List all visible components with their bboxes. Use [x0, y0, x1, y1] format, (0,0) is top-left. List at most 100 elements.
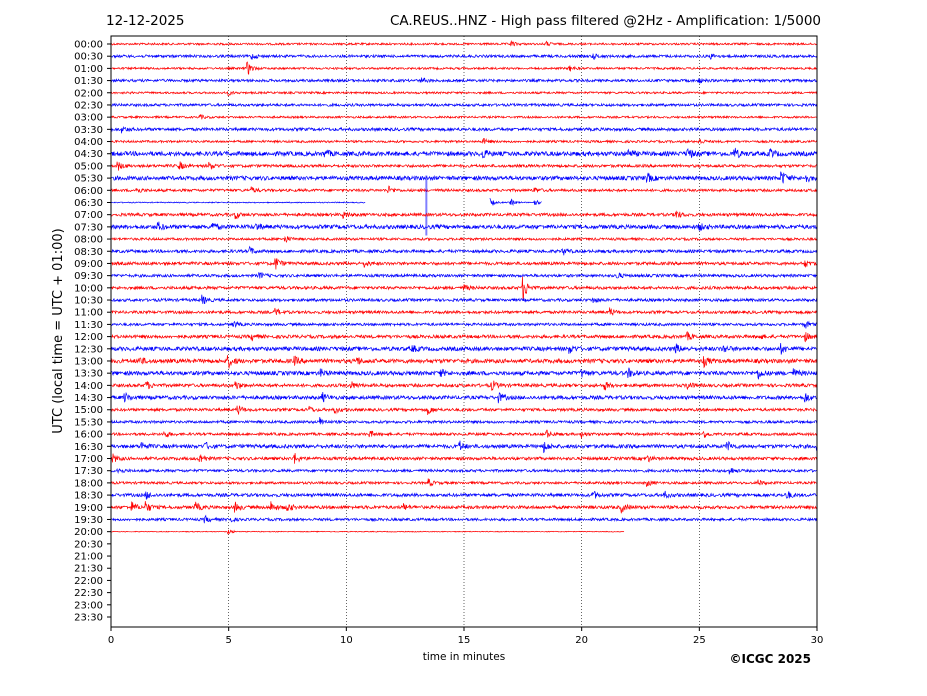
copyright-label: ©ICGC 2025: [729, 652, 811, 666]
y-tick-label: 05:30: [74, 174, 103, 185]
trace-2000: [110, 529, 625, 535]
y-tick-label: 02:00: [74, 88, 103, 99]
trace-line: [110, 114, 818, 120]
y-tick-label: 00:30: [74, 52, 103, 63]
trace-line: [110, 478, 817, 487]
y-tick-label: 15:00: [74, 405, 103, 416]
trace-line: [110, 258, 818, 270]
trace-line: [489, 197, 542, 207]
trace-0930: [110, 271, 818, 279]
trace-line: [111, 452, 818, 464]
trace-1130: [110, 320, 818, 329]
trace-1730: [110, 468, 818, 475]
y-tick-label: 19:30: [74, 515, 103, 526]
x-tick-label: 25: [693, 635, 706, 646]
trace-1900: [110, 501, 818, 514]
y-tick-label: 03:30: [74, 125, 103, 136]
y-tick-label: 19:00: [74, 503, 103, 514]
trace-line: [110, 490, 818, 500]
x-tick-label: 5: [225, 635, 231, 646]
y-tick-label: 07:30: [74, 222, 103, 233]
trace-line: [110, 102, 818, 108]
trace-line: [110, 429, 818, 439]
trace-0500: [110, 161, 818, 171]
trace-0530: [110, 171, 818, 184]
trace-1230: [110, 342, 818, 355]
trace-line: [110, 514, 818, 524]
y-tick-label: 22:30: [74, 588, 103, 599]
trace-line: [110, 201, 366, 204]
trace-line: [110, 320, 818, 329]
trace-line: [110, 355, 818, 369]
y-tick-label: 17:30: [74, 466, 103, 477]
trace-1200: [110, 331, 818, 343]
trace-1600: [110, 429, 818, 439]
y-axis-label: UTC (local time = UTC + 01:00): [51, 228, 66, 433]
x-tick-label: 15: [458, 635, 471, 646]
trace-line: [110, 271, 818, 279]
trace-0730: [110, 221, 818, 232]
trace-0230: [110, 102, 818, 108]
trace-line: [110, 147, 818, 159]
trace-line: [110, 126, 818, 134]
trace-line: [110, 276, 818, 300]
trace-line: [110, 61, 818, 75]
y-tick-label: 06:00: [74, 186, 103, 197]
y-tick-label: 18:00: [74, 478, 103, 489]
trace-0630: [110, 175, 542, 236]
trace-1400: [110, 380, 818, 392]
trace-line: [110, 294, 818, 305]
trace-line: [110, 171, 818, 184]
trace-0030: [110, 53, 818, 61]
plot-frame: [110, 35, 818, 628]
y-tick-label: 13:00: [74, 356, 103, 367]
trace-line: [110, 367, 818, 380]
trace-line: [110, 235, 818, 243]
trace-line: [110, 529, 625, 535]
chart-date: 12-12-2025: [106, 13, 184, 29]
trace-1630: [110, 440, 818, 454]
grid-lines: [228, 36, 700, 627]
trace-line: [110, 391, 818, 404]
y-tick-label: 21:30: [74, 564, 103, 575]
y-tick-label: 20:00: [74, 527, 103, 538]
y-tick-label: 08:30: [74, 247, 103, 258]
trace-1800: [110, 478, 817, 487]
y-tick-label: 11:00: [74, 308, 103, 319]
trace-line: [110, 53, 818, 61]
chart-title: CA.REUS..HNZ - High pass filtered @2Hz -…: [390, 13, 821, 29]
y-tick-label: 06:30: [74, 198, 103, 209]
trace-line: [110, 331, 818, 343]
y-tick-label: 01:00: [74, 64, 103, 75]
trace-1100: [110, 307, 818, 316]
trace-line: [110, 210, 818, 220]
y-tick-label: 11:30: [74, 320, 103, 331]
y-tick-label: 03:00: [74, 113, 103, 124]
trace-line: [110, 307, 818, 316]
trace-line: [110, 380, 818, 392]
trace-0800: [110, 235, 818, 243]
y-tick-label: 09:00: [74, 259, 103, 270]
trace-line: [110, 161, 818, 171]
trace-line: [110, 416, 818, 425]
y-tick-label: 15:30: [74, 417, 103, 428]
y-tick-label: 09:30: [74, 271, 103, 282]
trace-line: [110, 77, 818, 84]
trace-0100: [110, 61, 818, 75]
trace-1000: [110, 276, 818, 300]
trace-0600: [110, 185, 818, 194]
y-tick-label: 04:30: [74, 149, 103, 160]
trace-0830: [110, 245, 818, 256]
trace-line: [110, 185, 818, 194]
x-tick-label: 20: [575, 635, 588, 646]
trace-0400: [110, 138, 818, 145]
y-tick-label: 14:00: [74, 381, 103, 392]
trace-line: [110, 440, 818, 454]
trace-line: [110, 221, 818, 232]
trace-0700: [110, 210, 818, 220]
trace-1530: [110, 416, 818, 425]
trace-0200: [110, 90, 818, 97]
trace-line: [110, 245, 818, 256]
